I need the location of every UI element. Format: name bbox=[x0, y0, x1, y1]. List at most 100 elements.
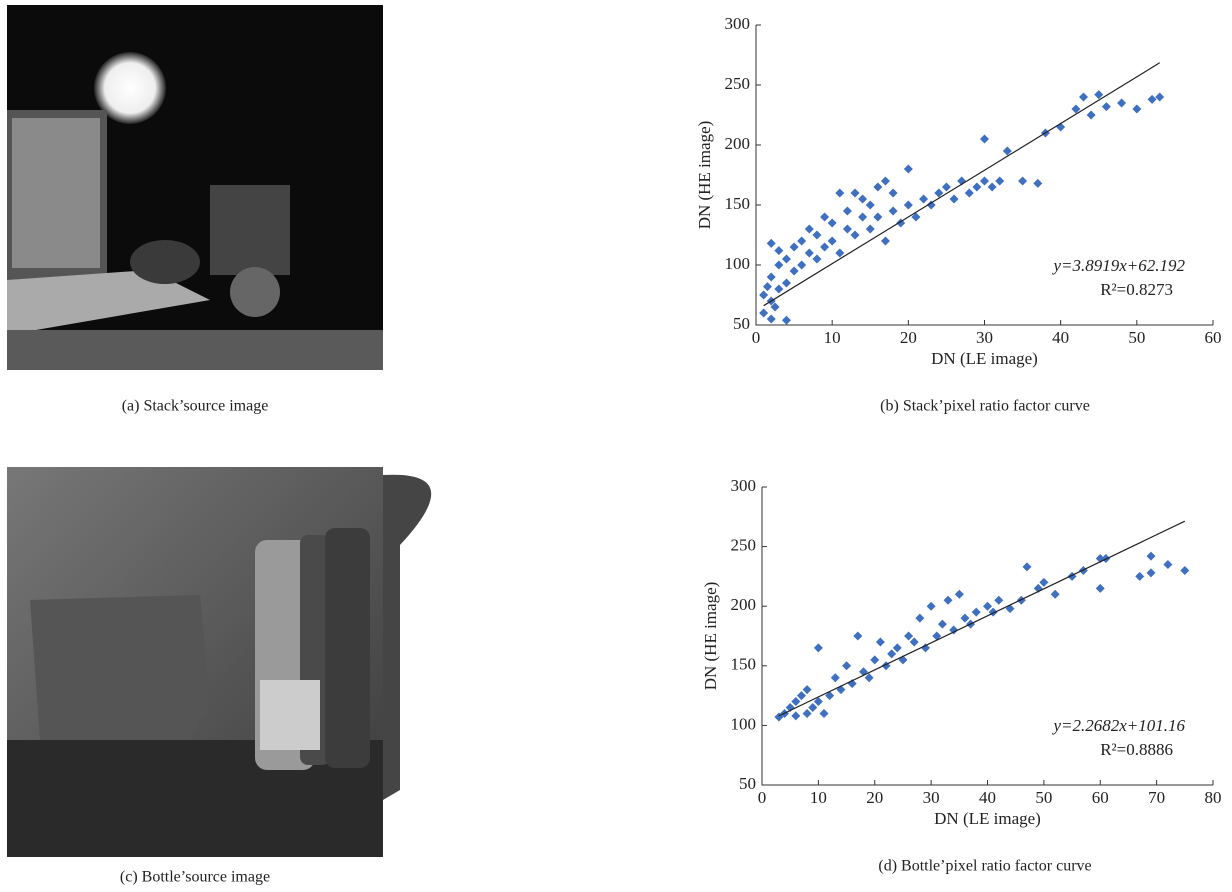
point bbox=[808, 703, 817, 712]
point bbox=[812, 231, 821, 240]
point bbox=[1039, 578, 1048, 587]
point bbox=[944, 596, 953, 605]
point bbox=[812, 255, 821, 264]
caption: (c) Bottle’source image bbox=[120, 869, 270, 886]
point bbox=[791, 697, 800, 706]
point bbox=[782, 279, 791, 288]
x-tick-label: 40 bbox=[1052, 328, 1069, 347]
point bbox=[790, 243, 799, 252]
point bbox=[831, 673, 840, 682]
point bbox=[938, 620, 947, 629]
point bbox=[889, 189, 898, 198]
y-tick-label: 200 bbox=[725, 134, 751, 153]
point bbox=[881, 237, 890, 246]
point bbox=[782, 316, 791, 325]
point bbox=[910, 637, 919, 646]
point bbox=[1022, 562, 1031, 571]
point bbox=[995, 177, 1004, 186]
figure-page: (a) Stack’source image (c) Bottle’source… bbox=[0, 0, 1232, 892]
r-squared: R²=0.8886 bbox=[1100, 740, 1173, 759]
x-tick-label: 20 bbox=[866, 788, 883, 807]
point bbox=[1146, 568, 1155, 577]
point bbox=[960, 614, 969, 623]
x-tick-label: 50 bbox=[1128, 328, 1145, 347]
point bbox=[763, 282, 772, 291]
point bbox=[904, 165, 913, 174]
equation: y=2.2682x+101.16 bbox=[1051, 716, 1185, 735]
point bbox=[828, 237, 837, 246]
point bbox=[980, 135, 989, 144]
point bbox=[828, 219, 837, 228]
point bbox=[858, 213, 867, 222]
point bbox=[797, 691, 806, 700]
point bbox=[759, 291, 768, 300]
equation: y=3.8919x+62.192 bbox=[1051, 256, 1185, 275]
x-tick-label: 10 bbox=[824, 328, 841, 347]
r-squared: R²=0.8273 bbox=[1100, 280, 1173, 299]
point bbox=[950, 195, 959, 204]
x-tick-label: 0 bbox=[758, 788, 767, 807]
point bbox=[1102, 102, 1111, 111]
point bbox=[767, 239, 776, 248]
y-tick-label: 200 bbox=[731, 595, 757, 614]
point bbox=[1146, 552, 1155, 561]
point bbox=[994, 596, 1003, 605]
point bbox=[893, 643, 902, 652]
x-tick-label: 30 bbox=[923, 788, 940, 807]
point bbox=[988, 183, 997, 192]
point bbox=[955, 590, 964, 599]
point bbox=[873, 183, 882, 192]
point bbox=[1096, 584, 1105, 593]
x-tick-label: 60 bbox=[1092, 788, 1109, 807]
point bbox=[797, 261, 806, 270]
caption: (d) Bottle’pixel ratio factor curve bbox=[878, 858, 1091, 875]
point bbox=[797, 237, 806, 246]
point bbox=[1033, 179, 1042, 188]
y-tick-label: 50 bbox=[739, 774, 756, 793]
point bbox=[767, 273, 776, 282]
point bbox=[820, 243, 829, 252]
x-tick-label: 60 bbox=[1205, 328, 1222, 347]
point bbox=[1180, 566, 1189, 575]
y-tick-label: 150 bbox=[725, 194, 751, 213]
trendline bbox=[779, 521, 1185, 716]
point bbox=[805, 249, 814, 258]
point bbox=[803, 685, 812, 694]
photo-bottle bbox=[7, 467, 431, 857]
point bbox=[1155, 93, 1164, 102]
caption: (a) Stack’source image bbox=[122, 398, 269, 415]
y-tick-label: 250 bbox=[725, 74, 751, 93]
point bbox=[1148, 95, 1157, 104]
point bbox=[1117, 99, 1126, 108]
point bbox=[921, 643, 930, 652]
x-tick-label: 80 bbox=[1205, 788, 1222, 807]
point bbox=[866, 201, 875, 210]
point bbox=[980, 177, 989, 186]
point bbox=[972, 608, 981, 617]
point bbox=[759, 309, 768, 318]
point bbox=[983, 602, 992, 611]
point bbox=[972, 183, 981, 192]
caption: (b) Stack’pixel ratio factor curve bbox=[880, 398, 1090, 415]
point bbox=[790, 267, 799, 276]
point bbox=[881, 177, 890, 186]
point bbox=[842, 661, 851, 670]
point bbox=[1051, 590, 1060, 599]
point bbox=[853, 632, 862, 641]
point bbox=[803, 709, 812, 718]
point bbox=[843, 225, 852, 234]
x-tick-label: 20 bbox=[900, 328, 917, 347]
point bbox=[904, 632, 913, 641]
y-tick-label: 150 bbox=[731, 655, 757, 674]
point bbox=[774, 246, 783, 255]
figure: (a) Stack’source image (c) Bottle’source… bbox=[0, 0, 1232, 892]
point bbox=[774, 261, 783, 270]
y-tick-label: 300 bbox=[725, 14, 751, 33]
point bbox=[851, 231, 860, 240]
x-tick-label: 0 bbox=[752, 328, 761, 347]
point bbox=[904, 201, 913, 210]
point bbox=[876, 637, 885, 646]
point bbox=[1132, 105, 1141, 114]
x-axis-label: DN (LE image) bbox=[931, 349, 1038, 368]
point bbox=[919, 195, 928, 204]
